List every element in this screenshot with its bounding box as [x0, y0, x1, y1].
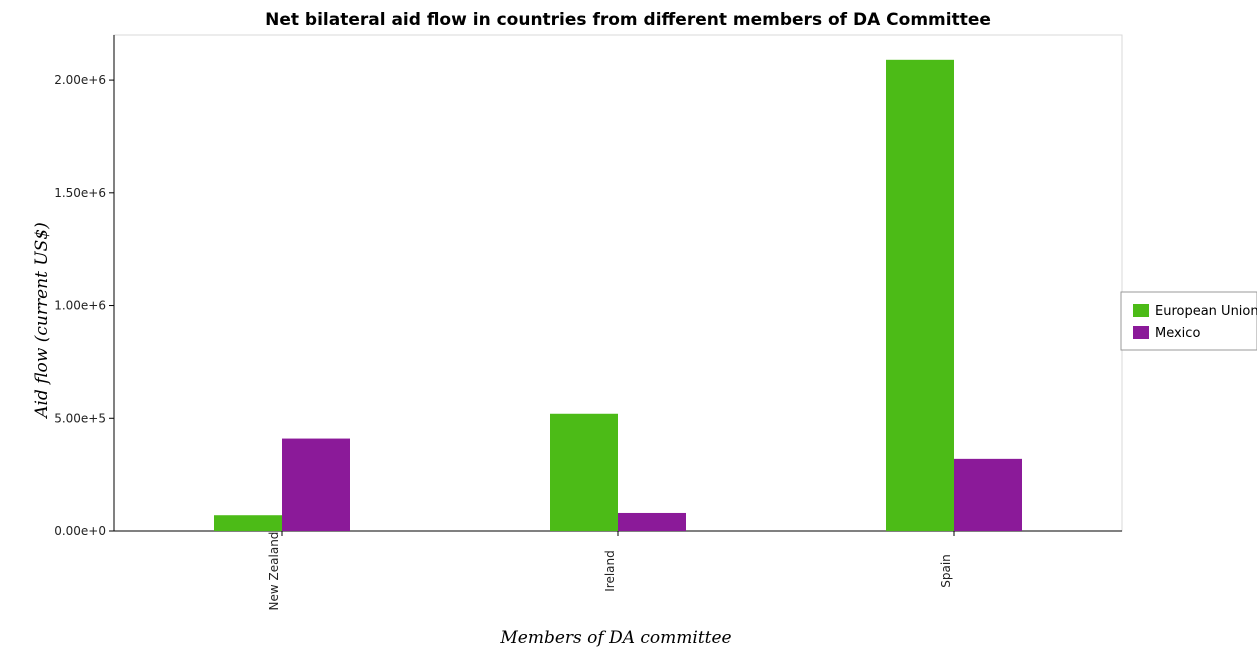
- legend-box: [1120, 291, 1257, 351]
- x-axis-label: Members of DA committee: [499, 628, 731, 648]
- y-tick-label: 1.50e+6: [54, 186, 106, 200]
- x-tick-label: Ireland: [603, 550, 617, 592]
- legend: European Union Mexico: [1120, 291, 1257, 351]
- bar-european-union: [214, 515, 282, 531]
- y-tick-label: 0.00e+0: [54, 524, 106, 538]
- x-tick-label: New Zealand: [267, 532, 281, 611]
- legend-label: European Union: [1155, 304, 1257, 319]
- legend-swatch: [1133, 326, 1149, 339]
- bar-european-union: [550, 413, 618, 531]
- bar-mexico: [282, 438, 350, 531]
- y-tick-label: 5.00e+5: [54, 411, 106, 425]
- y-axis-label: Aid flow (current US$): [32, 222, 52, 420]
- y-tick-label: 2.00e+6: [54, 73, 106, 87]
- legend-swatch: [1133, 304, 1149, 317]
- x-tick-label: Spain: [939, 554, 953, 588]
- bar-european-union: [886, 59, 954, 532]
- y-tick-label: 1.00e+6: [54, 299, 106, 313]
- bar-mexico: [618, 512, 686, 531]
- plot-area: 0.00e+0 5.00e+5 1.00e+6 1.50e+6 2.00e+6 New Z…: [54, 34, 1123, 611]
- legend-label: Mexico: [1155, 326, 1200, 341]
- bar-mexico: [954, 458, 1022, 531]
- chart-title: Net bilateral aid flow in countries from…: [265, 10, 991, 30]
